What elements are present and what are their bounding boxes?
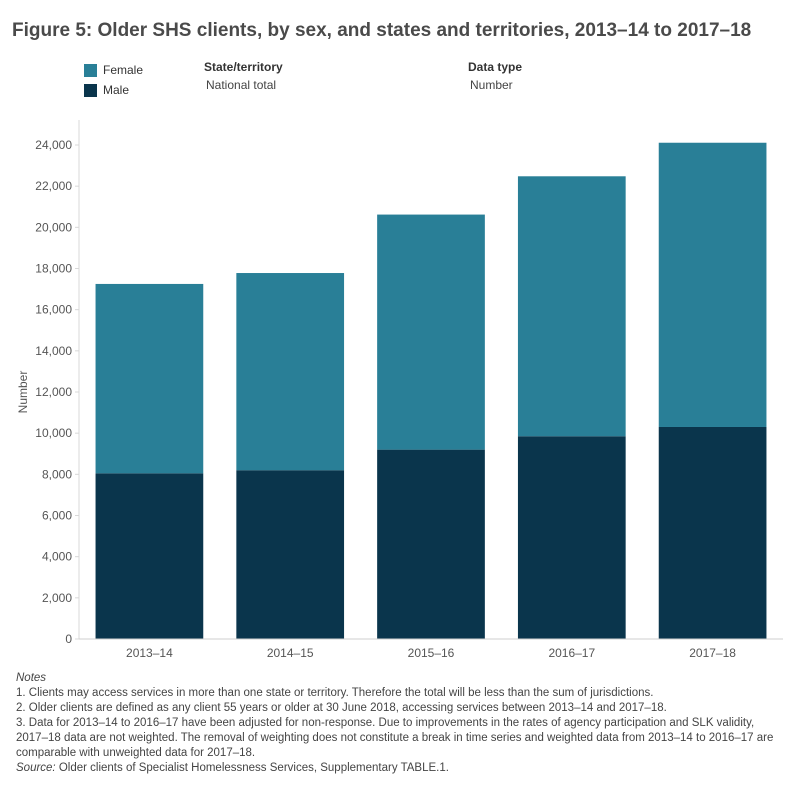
bar-female-2 bbox=[377, 214, 485, 450]
y-axis-title: Number bbox=[16, 371, 30, 414]
datatype-filter[interactable]: Data type Number bbox=[468, 60, 522, 92]
y-tick-label: 12,000 bbox=[35, 385, 72, 399]
y-tick-label: 4,000 bbox=[42, 550, 72, 564]
state-filter-value[interactable]: National total bbox=[206, 78, 277, 92]
note-1: 1. Clients may access services in more t… bbox=[16, 687, 654, 699]
legend-swatch-male bbox=[84, 83, 97, 97]
x-tick-label: 2014–15 bbox=[267, 646, 314, 660]
y-tick-label: 2,000 bbox=[42, 591, 72, 605]
notes: Notes 1. Clients may access services in … bbox=[16, 671, 786, 776]
note-2: 2. Older clients are defined as any clie… bbox=[16, 702, 667, 714]
y-tick-label: 8,000 bbox=[42, 467, 72, 481]
legend-item-male[interactable]: Male bbox=[84, 80, 143, 100]
y-tick-label: 14,000 bbox=[35, 344, 72, 358]
legend-label-male: Male bbox=[103, 83, 130, 97]
bar-male-4 bbox=[658, 426, 767, 639]
y-tick-label: 6,000 bbox=[42, 509, 72, 523]
bar-female-0 bbox=[95, 283, 204, 474]
source-label: Source: bbox=[16, 762, 56, 774]
datatype-filter-value[interactable]: Number bbox=[470, 78, 513, 92]
y-tick-label: 22,000 bbox=[35, 179, 72, 193]
x-tick-label: 2015–16 bbox=[408, 646, 455, 660]
y-tick-label: 18,000 bbox=[35, 262, 72, 276]
y-tick-label: 10,000 bbox=[35, 426, 72, 440]
bar-chart: 0 2,000 4,000 6,000 8,000 10,000 12,000 14,000 1… bbox=[16, 120, 783, 660]
legend-swatch-female bbox=[84, 63, 97, 77]
chart-title: Figure 5: Older SHS clients, by sex, and… bbox=[12, 20, 752, 41]
bar-female-4 bbox=[658, 142, 767, 427]
note-3: 3. Data for 2013–14 to 2016–17 have been… bbox=[16, 717, 774, 759]
bar-male-0 bbox=[95, 473, 204, 639]
notes-heading: Notes bbox=[16, 672, 47, 684]
legend-label-female: Female bbox=[103, 63, 144, 77]
y-tick-label: 16,000 bbox=[35, 303, 72, 317]
y-tick-label: 0 bbox=[65, 632, 72, 646]
legend-item-female[interactable]: Female bbox=[84, 60, 143, 80]
bar-female-1 bbox=[236, 273, 345, 471]
datatype-filter-label: Data type bbox=[468, 60, 523, 74]
legend: Female Male bbox=[84, 60, 143, 100]
x-tick-label: 2013–14 bbox=[126, 646, 173, 660]
bar-female-3 bbox=[517, 176, 626, 437]
source-text: Older clients of Specialist Homelessness… bbox=[55, 762, 449, 774]
x-tick-label: 2016–17 bbox=[548, 646, 595, 660]
x-tick-label: 2017–18 bbox=[689, 646, 736, 660]
bar-male-3 bbox=[517, 436, 626, 639]
y-tick-label: 24,000 bbox=[35, 138, 72, 152]
state-filter[interactable]: State/territory National total bbox=[204, 60, 283, 92]
y-tick-label: 20,000 bbox=[35, 220, 72, 234]
bar-male-1 bbox=[236, 470, 345, 639]
state-filter-label: State/territory bbox=[204, 60, 283, 74]
bar-male-2 bbox=[377, 449, 485, 639]
source-line: Source: Older clients of Specialist Home… bbox=[16, 761, 786, 776]
